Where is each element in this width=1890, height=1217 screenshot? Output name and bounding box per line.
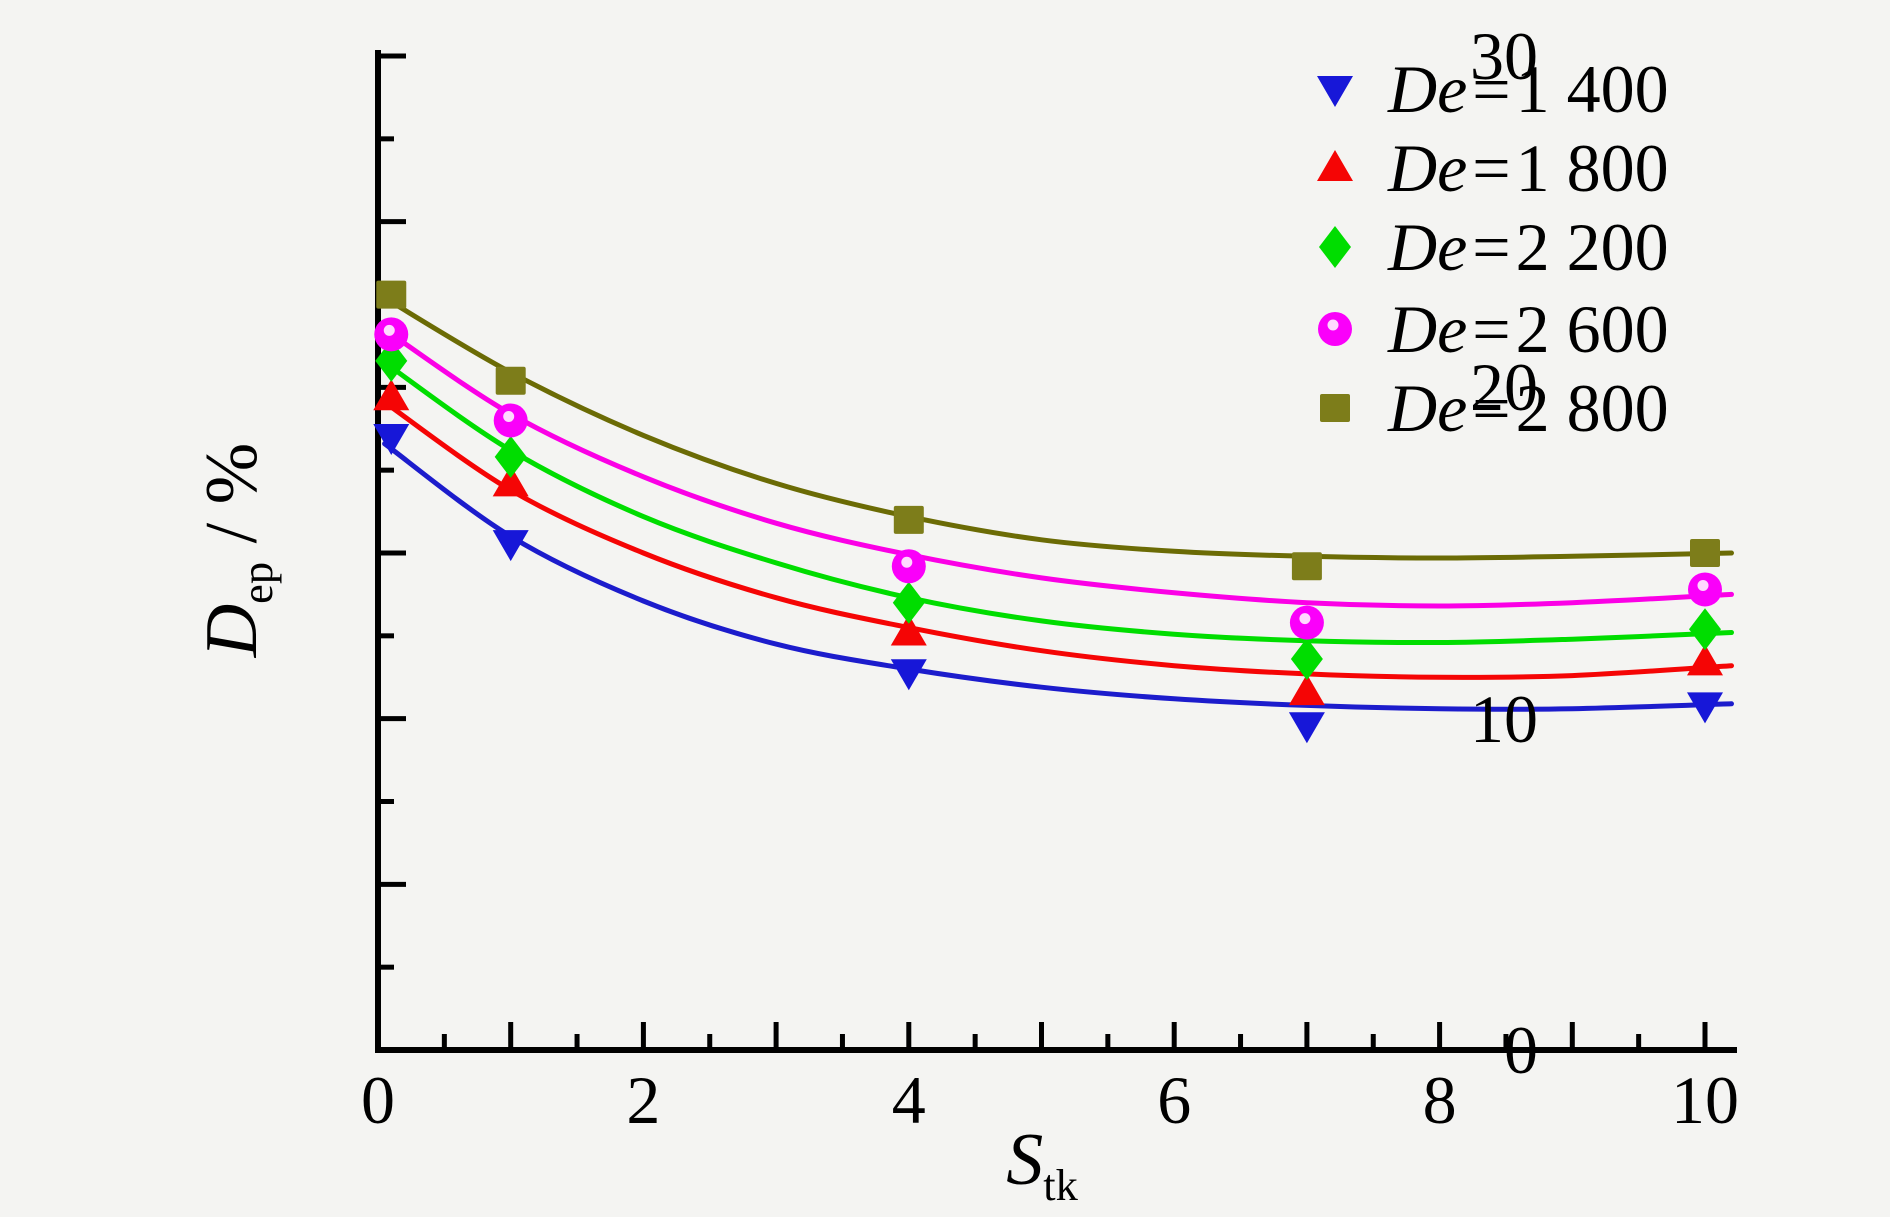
legend-label-symbol: De xyxy=(1388,130,1468,206)
y-tick-label-20: 20 xyxy=(1470,349,1538,426)
legend-label-value: 1 400 xyxy=(1515,51,1669,127)
data-point-de-2600-highlight xyxy=(383,324,395,336)
legend-label-value: 2 600 xyxy=(1515,291,1669,367)
x-axis-title-symbol: S xyxy=(1006,1119,1044,1201)
legend-item-de-2200: De=2 200 xyxy=(1388,213,1669,281)
data-point-de-2800 xyxy=(1690,539,1720,568)
legend-item-de-2800: De=2 800 xyxy=(1388,374,1669,442)
data-point-de-2600-highlight xyxy=(503,410,515,422)
data-point-de-1800 xyxy=(890,614,927,646)
data-point-de-1800 xyxy=(492,465,529,497)
legend-item-de-1800: De=1 800 xyxy=(1388,134,1669,202)
legend-label-equals: = xyxy=(1472,130,1511,206)
x-axis-title-subscript: tk xyxy=(1043,1159,1078,1210)
y-tick-label-0: 0 xyxy=(1504,1012,1538,1088)
legend-label-value: 2 200 xyxy=(1515,209,1669,285)
fit-curve-de-1800 xyxy=(382,399,1734,680)
data-point-de-2200 xyxy=(892,581,925,624)
y-axis-title: Dep / % xyxy=(191,443,282,658)
legend-item-de-1400: De=1 400 xyxy=(1388,55,1669,123)
legend-marker-de-1400 xyxy=(1317,76,1353,107)
data-point-de-2600-highlight xyxy=(1299,613,1311,625)
legend-label-value: 2 800 xyxy=(1515,370,1669,446)
data-point-de-2600-highlight xyxy=(901,556,913,568)
legend-marker-de-1800 xyxy=(1317,150,1353,181)
legend-label-equals: = xyxy=(1472,209,1511,285)
legend-item-de-2600: De=2 600 xyxy=(1388,295,1669,363)
y-tick-label-10: 10 xyxy=(1470,680,1538,757)
legend-marker-de-2200 xyxy=(1319,226,1351,268)
data-point-de-1400 xyxy=(492,530,529,562)
data-point-de-2200 xyxy=(1689,608,1721,651)
data-point-de-2600-highlight xyxy=(1697,579,1709,591)
data-point-de-2800 xyxy=(376,280,407,309)
data-point-de-2200 xyxy=(375,339,408,382)
legend-label-equals: = xyxy=(1472,291,1511,367)
y-axis-title-symbol: D xyxy=(191,603,273,658)
data-point-de-1400 xyxy=(373,424,410,456)
x-tick-label-6: 6 xyxy=(1157,1062,1192,1138)
x-tick-label-0: 0 xyxy=(361,1062,395,1138)
legend-marker-de-2800 xyxy=(1320,394,1350,422)
data-point-de-1400 xyxy=(1288,712,1325,744)
fit-curve-de-2200 xyxy=(382,360,1734,646)
x-tick-label-10: 10 xyxy=(1671,1062,1739,1138)
data-point-de-2800 xyxy=(893,505,924,534)
y-tick-label-30: 30 xyxy=(1470,18,1538,94)
legend-label-equals: = xyxy=(1472,51,1511,127)
data-point-de-1400 xyxy=(1687,692,1723,724)
data-point-de-2200 xyxy=(1290,638,1323,681)
legend-marker-de-2600-highlight xyxy=(1327,319,1339,331)
y-axis-title-subscript: ep xyxy=(231,561,282,604)
x-tick-label-8: 8 xyxy=(1422,1062,1457,1138)
fit-curve-de-2600 xyxy=(382,326,1734,609)
x-axis-title: Stk xyxy=(1006,1123,1078,1207)
data-point-de-1800 xyxy=(373,379,410,411)
legend-label-equals: = xyxy=(1472,370,1511,446)
legend-label-value: 1 800 xyxy=(1515,130,1669,206)
data-point-de-1800 xyxy=(1687,644,1723,676)
legend-label-symbol: De xyxy=(1388,291,1468,367)
legend-label-symbol: De xyxy=(1388,209,1468,285)
y-axis-title-units: / % xyxy=(191,442,273,562)
data-point-de-2800 xyxy=(495,366,526,395)
fit-curve-de-2800 xyxy=(382,295,1734,561)
data-point-de-2200 xyxy=(494,435,527,478)
legend-label-symbol: De xyxy=(1388,51,1468,127)
data-point-de-2800 xyxy=(1291,552,1322,581)
x-tick-label-2: 2 xyxy=(626,1062,661,1138)
legend-label-symbol: De xyxy=(1388,370,1468,446)
data-point-de-1400 xyxy=(890,659,927,691)
data-point-de-1800 xyxy=(1288,674,1325,706)
fit-curve-de-1400 xyxy=(382,441,1734,712)
x-tick-label-4: 4 xyxy=(891,1062,926,1138)
